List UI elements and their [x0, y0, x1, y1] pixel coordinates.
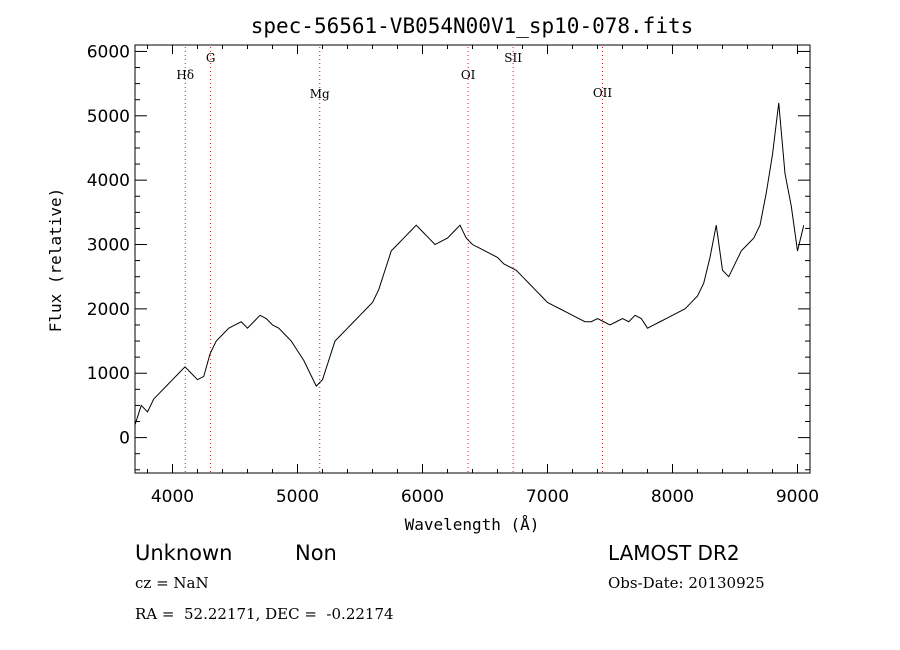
y-tick-label: 4000 — [87, 171, 130, 191]
x-tick-label: 4000 — [151, 487, 194, 507]
y-tick-label: 1000 — [87, 364, 130, 384]
y-tick-label: 6000 — [87, 42, 130, 62]
x-tick-label: 9000 — [776, 487, 819, 507]
object-subclass: Non — [295, 541, 337, 565]
plot-area-frame — [134, 44, 811, 474]
redshift-cz: cz = NaN — [135, 574, 209, 592]
ra-dec-coordinates: RA = 52.22171, DEC = -0.22174 — [135, 605, 394, 623]
x-tick-label: 7000 — [526, 487, 569, 507]
spectral-line-label: Hδ — [176, 68, 194, 82]
x-tick-label: 8000 — [651, 487, 694, 507]
spectrum-line — [134, 102, 805, 425]
y-tick-label: 3000 — [87, 236, 130, 256]
spectral-line-label: OII — [593, 86, 613, 100]
x-tick-label: 5000 — [276, 487, 319, 507]
y-tick-label: 5000 — [87, 107, 130, 127]
spectral-line-label: G — [206, 51, 216, 65]
spectral-line-label: OI — [461, 68, 476, 82]
chart-title: spec-56561-VB054N00V1_sp10-078.fits — [251, 14, 694, 38]
survey-name: LAMOST DR2 — [608, 541, 740, 565]
spectral-line-label: Mg — [310, 87, 330, 101]
y-axis-label: Flux (relative) — [46, 188, 65, 333]
x-tick-label: 6000 — [401, 487, 444, 507]
object-class: Unknown — [135, 541, 232, 565]
y-tick-label: 0 — [119, 429, 130, 449]
observation-date: Obs-Date: 20130925 — [608, 574, 765, 592]
y-tick-label: 2000 — [87, 300, 130, 320]
x-axis-label: Wavelength (Å) — [405, 515, 540, 534]
spectral-line-label: SII — [504, 51, 522, 65]
